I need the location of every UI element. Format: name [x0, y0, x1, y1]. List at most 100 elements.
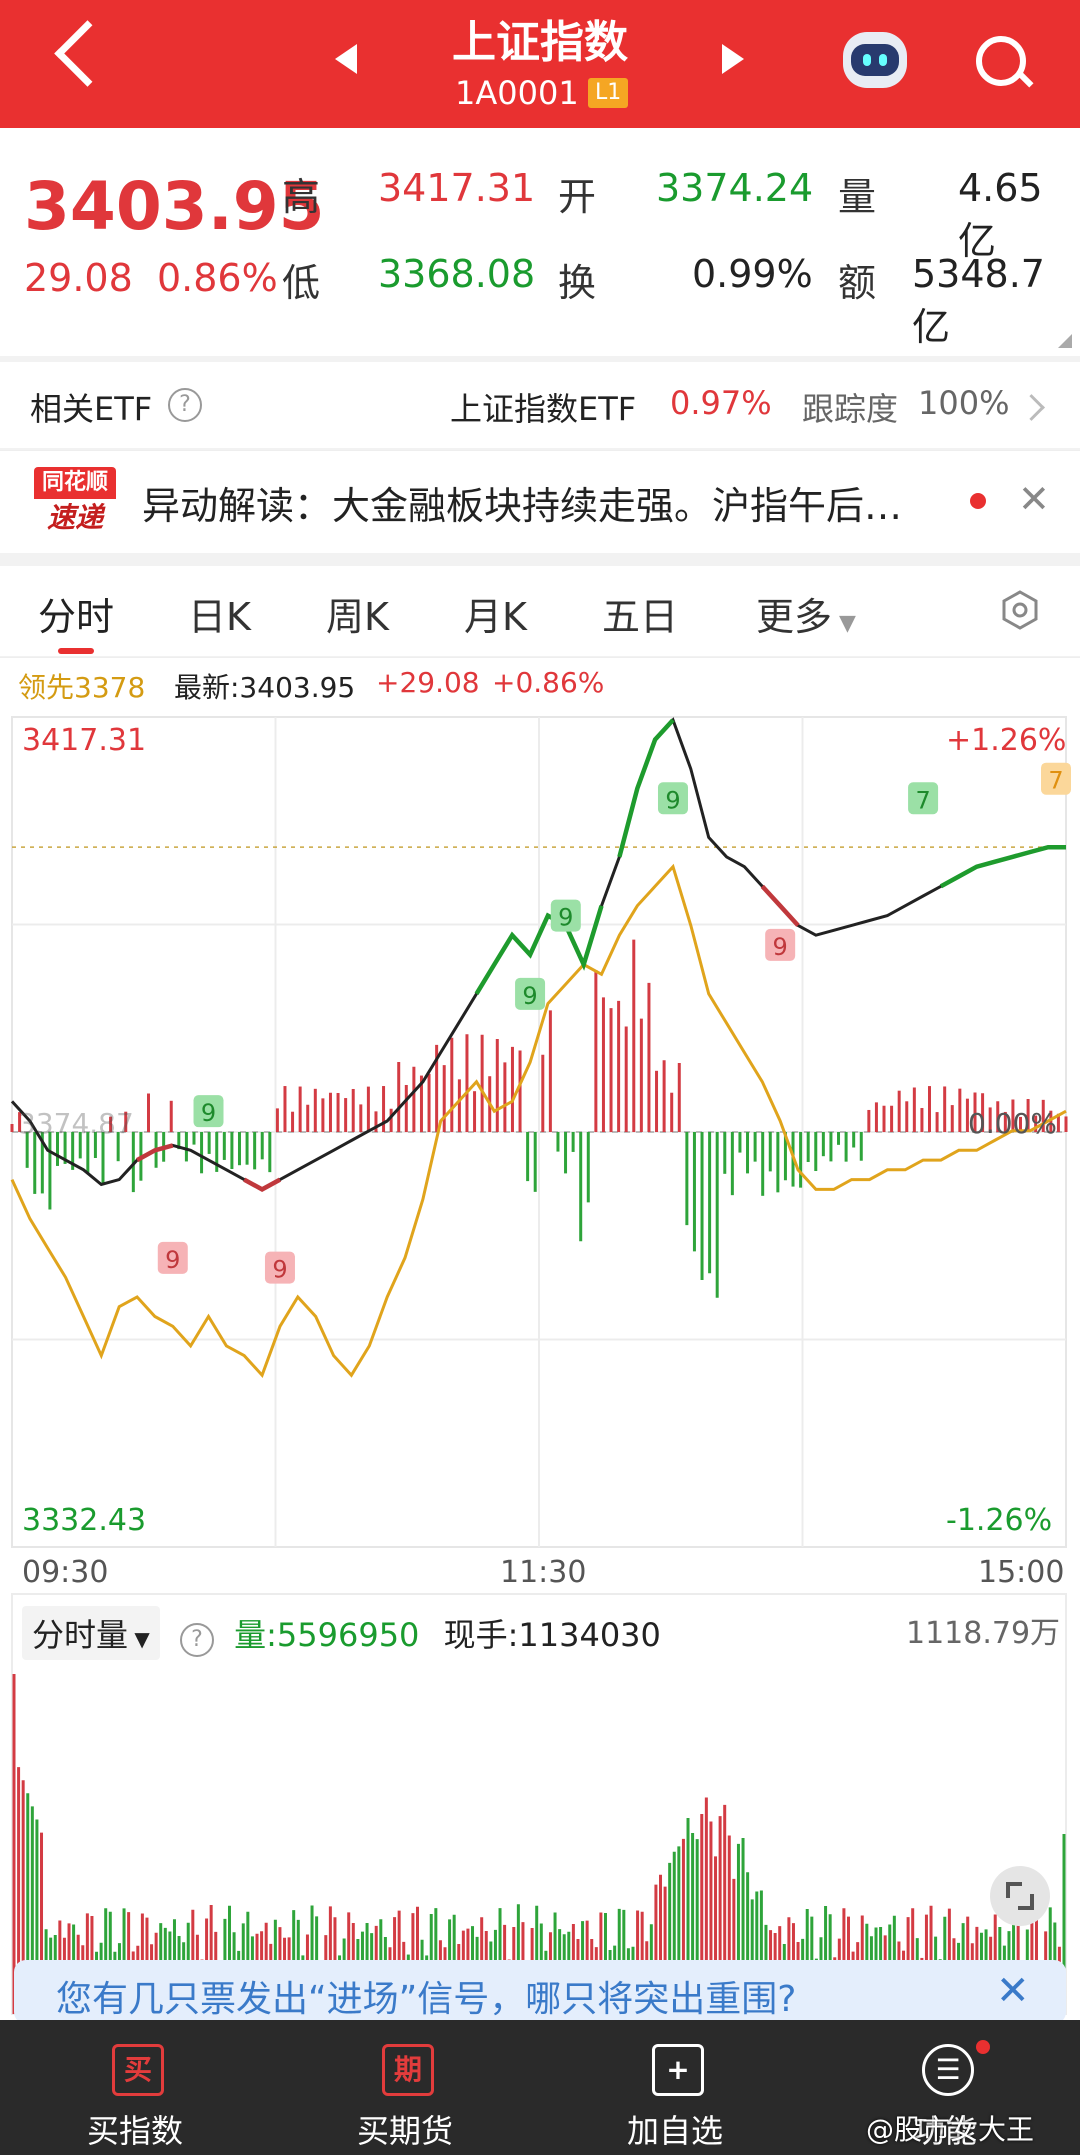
- chart-tabs: 分时 日K 周K 月K 五日 更多 ▼: [0, 566, 1080, 656]
- latest-change-percent: +0.86%: [492, 666, 605, 699]
- etf-name: 上证指数ETF: [450, 390, 637, 428]
- x-tick-end: 15:00: [978, 1555, 1065, 1590]
- trend-down-segment: [243, 1177, 282, 1192]
- related-etf-row[interactable]: 相关ETF ? 上证指数ETF 0.97% 跟踪度 100%: [0, 362, 1080, 448]
- signal-marker-label: 9: [201, 1099, 216, 1127]
- etf-label: 相关ETF: [30, 390, 153, 428]
- news-ticker[interactable]: 同花顺 速递 异动解读：大金融板块持续走强。沪指午后… ✕: [0, 450, 1080, 553]
- signal-marker: [1041, 762, 1071, 795]
- search-icon[interactable]: [976, 36, 1026, 86]
- signal-marker: [515, 977, 546, 1010]
- help-icon[interactable]: ?: [168, 388, 202, 422]
- quote-panel: 3403.95 29.08 0.86% 高 3417.31 开 3374.24 …: [0, 128, 1080, 356]
- nav-buy-futures[interactable]: 期 买期货: [270, 2020, 540, 2155]
- nav-functions[interactable]: ☰ 功能: [810, 2020, 1080, 2155]
- high-label: 高: [282, 175, 321, 219]
- pct-top-label: +1.26%: [946, 723, 1067, 758]
- banner-close-icon[interactable]: ✕: [996, 1968, 1030, 2014]
- current-price: 3403.95: [24, 168, 325, 245]
- signal-marker: [908, 782, 939, 815]
- trend-down-segment: [136, 1143, 174, 1163]
- plus-icon: +: [652, 2044, 704, 2096]
- ref-pct-label: 0.00%: [968, 1107, 1057, 1140]
- trend-up-segment: [939, 844, 1066, 889]
- tab-weekly-k[interactable]: 周K: [326, 595, 389, 639]
- ref-price-label: 3374.87: [18, 1107, 134, 1140]
- tab-five-day[interactable]: 五日: [602, 595, 679, 639]
- settings-icon[interactable]: [1000, 590, 1040, 630]
- change-value: 29.08: [24, 256, 133, 300]
- tracking-label: 跟踪度: [802, 390, 899, 428]
- menu-icon: ☰: [922, 2044, 974, 2096]
- trend-up-segment: [474, 905, 604, 995]
- signal-marker-label: 9: [665, 786, 680, 814]
- watermark: @股市女大王: [866, 2113, 1035, 2146]
- buy-icon: 买: [112, 2044, 164, 2096]
- open-value: 3374.24: [656, 166, 814, 210]
- signal-marker: [157, 1241, 188, 1274]
- promo-text: 您有几只票发出“进场”信号，哪只将突出重围?: [56, 1979, 797, 2020]
- fullscreen-icon[interactable]: [990, 1866, 1050, 1926]
- robot-assistant-icon[interactable]: [843, 32, 907, 88]
- high-value: 3417.31: [378, 166, 536, 210]
- low-label: 低: [282, 261, 321, 305]
- volume-total: 量:5596950: [234, 1616, 420, 1654]
- stock-code: 1A0001: [455, 74, 579, 112]
- y-axis-bottom-label: 3332.43: [22, 1503, 147, 1538]
- expand-corner-icon[interactable]: [1058, 334, 1072, 348]
- volume-max-label: 1118.79万: [906, 1616, 1061, 1651]
- bottom-nav: 买 买指数 期 买期货 + 加自选 ☰ 功能: [0, 2020, 1080, 2155]
- tab-more[interactable]: 更多 ▼: [756, 595, 856, 639]
- intraday-chart-svg: 9 9 9 9 9 9 9 7 7: [10, 716, 1071, 1548]
- close-icon[interactable]: ✕: [1018, 477, 1050, 521]
- amount-label: 额: [838, 261, 877, 305]
- signal-marker-label: 9: [272, 1256, 287, 1284]
- next-stock-icon[interactable]: [722, 44, 744, 74]
- ths-express-logo: 同花顺 速递: [34, 467, 116, 539]
- pct-bottom-label: -1.26%: [946, 1503, 1053, 1538]
- signal-marker-label: 7: [915, 786, 930, 814]
- volume-header: 分时量 ▼ ? 量:5596950 现手:1134030: [22, 1606, 661, 1660]
- level-badge: L1: [588, 78, 629, 108]
- prev-stock-icon[interactable]: [335, 44, 357, 74]
- signal-marker: [264, 1251, 295, 1284]
- chevron-right-icon: [1018, 394, 1045, 421]
- nav-buy-index[interactable]: 买 买指数: [0, 2020, 270, 2155]
- signal-marker-label: 9: [522, 982, 537, 1010]
- nav-add-watchlist[interactable]: + 加自选: [540, 2020, 810, 2155]
- turnover-label: 换: [558, 261, 597, 305]
- page-title: 上证指数: [452, 17, 628, 68]
- volume-help-icon[interactable]: ?: [179, 1623, 214, 1657]
- price-change: 29.08 0.86%: [24, 256, 278, 300]
- low-value: 3368.08: [378, 252, 536, 296]
- signal-marker: [765, 928, 796, 961]
- y-axis-top-label: 3417.31: [22, 723, 147, 758]
- volume-label: 量: [838, 175, 877, 219]
- active-tab-indicator: [58, 648, 94, 654]
- latest-price-label: 最新:3403.95: [174, 671, 356, 704]
- unread-dot-icon: [970, 493, 986, 509]
- volume-selector[interactable]: 分时量 ▼: [22, 1606, 160, 1660]
- open-label: 开: [558, 175, 597, 219]
- trend-up-segment: [617, 718, 675, 858]
- tab-intraday[interactable]: 分时: [38, 595, 115, 639]
- tab-monthly-k[interactable]: 月K: [464, 595, 527, 639]
- volume-value: 4.65亿: [958, 166, 1043, 263]
- tracking-value: 100%: [918, 384, 1010, 422]
- current-hand: 现手:1134030: [443, 1616, 661, 1654]
- lead-indicator: 领先3378: [18, 671, 146, 704]
- signal-marker: [193, 1095, 224, 1128]
- signal-marker: [657, 782, 688, 815]
- promo-banner[interactable]: 您有几只票发出“进场”信号，哪只将突出重围? ✕: [14, 1960, 1066, 2024]
- signal-marker: [550, 899, 581, 932]
- signal-marker-label: 9: [558, 904, 573, 932]
- amount-value: 5348.7亿: [912, 252, 1045, 349]
- volume-panel: 分时量 ▼ ? 量:5596950 现手:1134030 1118.79万: [0, 1590, 1080, 2020]
- tab-daily-k[interactable]: 日K: [188, 595, 251, 639]
- trend-down-segment: [760, 884, 800, 927]
- signal-marker-label: 9: [165, 1246, 180, 1274]
- futures-icon: 期: [382, 2044, 434, 2096]
- top-bar: 上证指数 1A0001 L1: [0, 0, 1080, 128]
- signal-marker-label: 9: [773, 933, 788, 961]
